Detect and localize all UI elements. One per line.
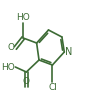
- Text: HO: HO: [1, 62, 15, 72]
- Text: HO: HO: [16, 13, 30, 22]
- Text: O: O: [7, 44, 15, 52]
- Text: N: N: [65, 47, 72, 57]
- Text: O: O: [23, 77, 30, 86]
- Text: Cl: Cl: [48, 83, 57, 92]
